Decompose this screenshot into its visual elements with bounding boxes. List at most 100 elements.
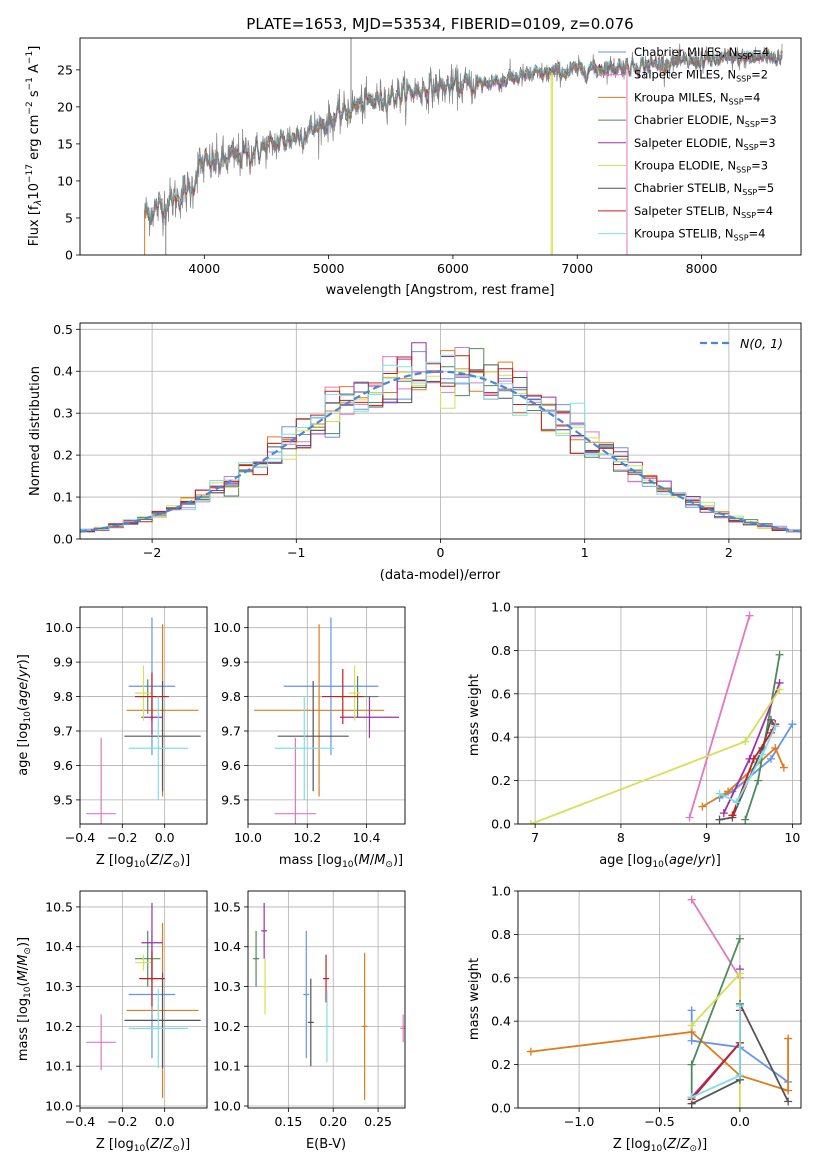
- mass-Z-ytick-label: 10.4: [45, 939, 73, 954]
- age-mass-ytick-label: 9.9: [221, 655, 241, 670]
- weight-Z-ytick-label: 0.8: [491, 927, 511, 942]
- weight-point-marker: [784, 1034, 793, 1043]
- weight-age-plot: [526, 611, 797, 824]
- age-mass-xlabel: mass [log10(M/M⊙)]: [279, 853, 403, 870]
- spectrum-ytick-label: 0: [65, 248, 73, 263]
- weight-Z-axes: −1.0 −0.5 0.0 0.0 0.2 0.4 0.6 0.8 1.0: [491, 884, 801, 1129]
- weight-age-ytick-label: 0.2: [491, 773, 511, 788]
- mass-ebv-ytick-label: 10.1: [213, 1059, 241, 1074]
- weight-Z-xlabel: Z [log10(Z/Z⊙)]: [613, 1137, 707, 1154]
- weight-point-marker: [715, 789, 724, 798]
- spectrum-data-line: [144, 43, 783, 237]
- residuals-xlabel: (data-model)/error: [380, 568, 501, 583]
- spectrum-xtick-label: 7000: [561, 261, 593, 276]
- weight-series-line: [701, 746, 785, 808]
- age-Z-ytick-label: 9.5: [53, 792, 73, 807]
- weight-point-marker: [784, 1097, 793, 1106]
- spectrum-ytick-label: 25: [57, 62, 73, 77]
- spectrum-ytick-label: 10: [57, 173, 73, 188]
- spectrum-ytick-label: 20: [57, 99, 73, 114]
- mass-Z-ytick-label: 10.1: [45, 1059, 73, 1074]
- residuals-axes: −2 −1 0 1 2 0.0 0.1 0.2 0.3 0.4 0.5: [53, 322, 801, 560]
- spectrum-xtick-label: 5000: [313, 261, 345, 276]
- weight-Z-xtick-label: −0.5: [644, 1114, 674, 1129]
- spectrum-ytick-label: 15: [57, 136, 73, 151]
- residuals-xtick-label: 0: [437, 545, 445, 560]
- weight-Z-ylabel: mass weight: [467, 958, 482, 1040]
- spectrum-xtick-label: 4000: [188, 261, 220, 276]
- legend-label: Salpeter STELIB, NSSP=4: [634, 204, 773, 220]
- mass-ebv-xtick-label: 0.20: [319, 1114, 347, 1129]
- mass-ebv-ytick-label: 10.0: [213, 1099, 241, 1114]
- age-mass-ytick-label: 9.7: [221, 724, 241, 739]
- spectrum-frame: [79, 37, 802, 256]
- weight-Z-ytick-label: 0.4: [491, 1014, 511, 1029]
- histogram-step: [80, 354, 801, 531]
- mass-Z-ytick-label: 10.2: [45, 1019, 73, 1034]
- mass-ebv-ytick-label: 10.3: [213, 979, 241, 994]
- age-Z-ytick-label: 9.9: [53, 655, 73, 670]
- weight-point-marker: [687, 895, 696, 904]
- weight-point-marker: [687, 1093, 696, 1102]
- weight-Z-ytick-label: 1.0: [491, 884, 511, 899]
- spectrum-plot: [144, 38, 783, 255]
- weight-Z-ytick-label: 0.0: [491, 1101, 511, 1116]
- weight-age-ytick-label: 1.0: [491, 600, 511, 615]
- mass-ebv-plot: [253, 902, 405, 1101]
- residuals-ytick-label: 0.4: [53, 364, 73, 379]
- weight-age-axes: 7 8 9 10 0.0 0.2 0.4 0.6 0.8 1.0: [491, 600, 801, 845]
- spectrum-xlabel: wavelength [Angstrom, rest frame]: [326, 283, 555, 298]
- legend-label: Salpeter ELODIE, NSSP=3: [634, 136, 776, 152]
- age-Z-xtick-label: 0.0: [155, 830, 175, 845]
- weight-point-marker: [788, 720, 797, 729]
- legend-label: Chabrier STELIB, NSSP=5: [634, 181, 774, 197]
- mass-ebv-frame: [247, 890, 406, 1109]
- weight-point-marker: [732, 798, 741, 807]
- legend-label: Chabrier ELODIE, NSSP=3: [634, 113, 777, 129]
- age-mass-plot: [253, 617, 400, 824]
- weight-age-ytick-label: 0.6: [491, 686, 511, 701]
- weight-point-marker: [719, 809, 728, 818]
- age-mass-ytick-label: 9.6: [221, 758, 241, 773]
- mass-Z-xtick-label: −0.2: [107, 1114, 137, 1129]
- weight-point-marker: [735, 969, 744, 978]
- mass-Z-xlabel: Z [log10(Z/Z⊙)]: [96, 1137, 190, 1154]
- age-Z-ytick-label: 9.8: [53, 689, 73, 704]
- residuals-xtick-label: 1: [581, 545, 589, 560]
- residuals-ytick-label: 0.5: [53, 322, 73, 337]
- mass-ebv-ytick-label: 10.5: [213, 899, 241, 914]
- weight-point-marker: [771, 722, 780, 731]
- weight-age-ytick-label: 0.8: [491, 643, 511, 658]
- legend-label: Kroupa MILES, NSSP=4: [634, 90, 760, 106]
- weight-point-marker: [775, 685, 784, 694]
- weight-point-marker: [698, 802, 707, 811]
- weight-series-line: [731, 723, 777, 816]
- residuals-frame: [79, 322, 802, 540]
- age-Z-ylabel: age [log10(age/yr)]: [16, 654, 33, 776]
- weight-Z-frame: [517, 890, 802, 1109]
- residuals-ylabel: Normed distribution: [28, 366, 43, 496]
- weight-age-xtick-label: 7: [531, 830, 539, 845]
- age-mass-ytick-label: 9.8: [221, 689, 241, 704]
- weight-point-marker: [735, 1002, 744, 1011]
- spectrum-ytick-label: 5: [65, 210, 73, 225]
- spectrum-legend: Chabrier MILES, NSSP=4 Salpeter MILES, NS…: [598, 45, 777, 243]
- age-mass-xtick-label: 10.2: [293, 830, 321, 845]
- mass-ebv-ytick-label: 10.4: [213, 939, 241, 954]
- weight-point-marker: [741, 815, 750, 824]
- legend-label: Kroupa ELODIE, NSSP=3: [634, 159, 768, 175]
- weight-series-line: [688, 615, 751, 818]
- weight-point-marker: [775, 650, 784, 659]
- mass-Z-xtick-label: 0.0: [155, 1114, 175, 1129]
- age-Z-plot: [86, 617, 201, 824]
- age-Z-ytick-label: 10.0: [45, 620, 73, 635]
- weight-series-line: [690, 899, 741, 979]
- mass-Z-ylabel: mass [log10(M/M⊙)]: [16, 937, 33, 1061]
- weight-series-line: [719, 726, 777, 804]
- weight-point-marker: [526, 820, 535, 824]
- age-Z-xlabel: Z [log10(Z/Z⊙)]: [96, 853, 190, 870]
- residuals-ytick-label: 0.2: [53, 448, 73, 463]
- residuals-ytick-label: 0.0: [53, 532, 73, 547]
- mass-Z-ytick-label: 10.5: [45, 899, 73, 914]
